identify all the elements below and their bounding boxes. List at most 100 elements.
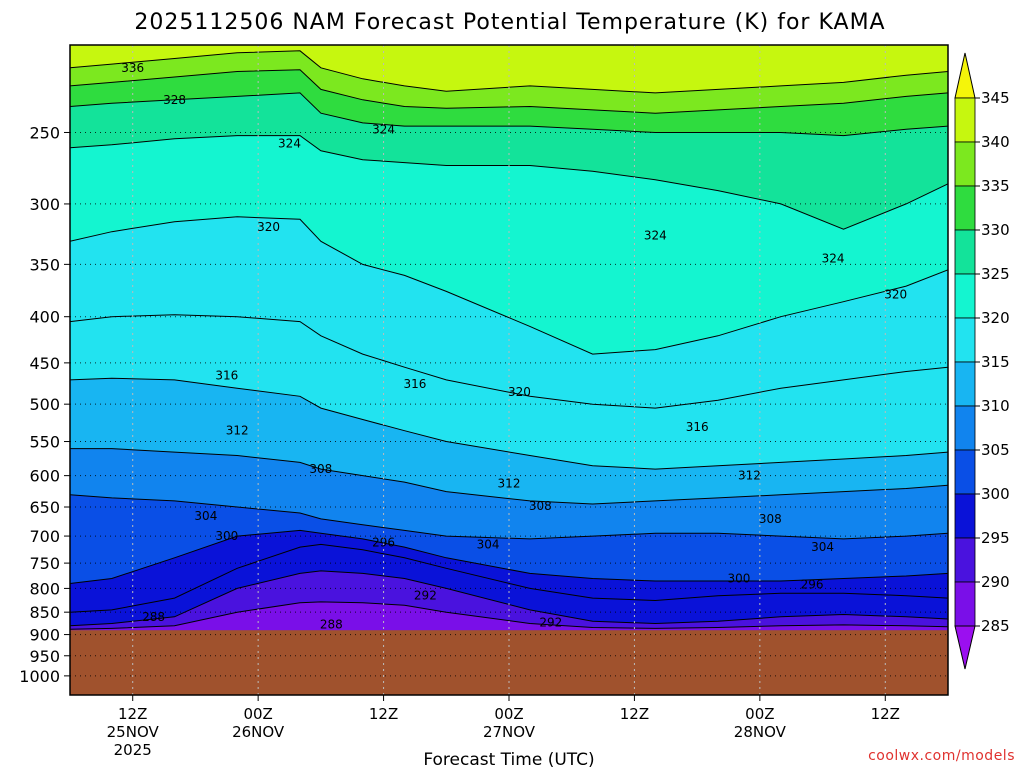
y-axis: 250 300 350 400 450 500 550 600 650 700 750 800 850 9…: [19, 123, 70, 686]
contour-label: 336: [121, 61, 144, 75]
contour-label: 304: [477, 537, 500, 551]
contour-292: [70, 570, 948, 627]
contour-332: [70, 69, 948, 114]
y-tick-label: 600: [29, 467, 60, 486]
colorbar-band-315: [954, 317, 976, 363]
contour-label: 304: [811, 540, 834, 554]
y-tick-label: 800: [29, 579, 60, 598]
colorbar-band-325: [954, 229, 976, 275]
colorbar-band-305: [954, 405, 976, 451]
colorbar-tick-label: 320: [981, 309, 1010, 327]
colorbar-band-290: [954, 537, 976, 583]
contour-316: [70, 314, 948, 409]
contour-label: 324: [822, 252, 845, 266]
colorbar-tick-label: 345: [981, 89, 1010, 107]
contour-320: [70, 216, 948, 355]
colorbar-band-285: [954, 581, 976, 627]
x-tick-label: 12Z: [620, 705, 649, 723]
contour-288: [70, 601, 948, 630]
chart-title: 2025112506 NAM Forecast Potential Temper…: [134, 10, 885, 35]
y-tick-label: 500: [29, 395, 60, 414]
colorbar-tick-label: 315: [981, 353, 1010, 371]
y-tick-label: 900: [29, 626, 60, 645]
x-tick-label: 00Z: [745, 705, 774, 723]
y-tick-label: 400: [29, 308, 60, 327]
x-tick-label: 00Z: [494, 705, 523, 723]
x-tick-date: 25NOV: [107, 723, 160, 741]
contour-label: 300: [727, 571, 750, 585]
contour-308: [70, 448, 948, 505]
plot-area: 336 328 324 324 320 324 324 320 316 316 320 312 316 3…: [70, 45, 948, 695]
colorbar-band-295: [954, 493, 976, 539]
contour-label: 312: [226, 424, 249, 438]
contour-label: 320: [508, 385, 531, 399]
colorbar-tick-label: 335: [981, 177, 1010, 195]
x-tick-label: 12Z: [369, 705, 398, 723]
contour-label: 288: [142, 610, 165, 624]
y-tick-label: 250: [29, 123, 60, 142]
y-tick-label: 850: [29, 603, 60, 622]
contour-label: 324: [372, 122, 395, 136]
contour-label: 292: [414, 589, 437, 603]
contour-label: 308: [529, 499, 552, 513]
x-tick-label: 00Z: [243, 705, 272, 723]
contour-labels: 336 328 324 324 320 324 324 320 316 316 320 312 316 3…: [121, 61, 907, 632]
colorbar-band-300: [954, 449, 976, 495]
contour-304: [70, 494, 948, 540]
contour-lines: [70, 50, 948, 630]
contour-label: 296: [801, 577, 824, 591]
contour-label: 288: [320, 617, 343, 631]
y-tick-label: 1000: [19, 667, 60, 686]
x-tick-date: 28NOV: [734, 723, 787, 741]
x-tick-label: 12Z: [871, 705, 900, 723]
colorbar-tick-label: 325: [981, 265, 1010, 283]
y-tick-label: 350: [29, 255, 60, 274]
y-tick-label: 950: [29, 647, 60, 666]
x-tick-date: 26NOV: [232, 723, 285, 741]
x-tick-date: 27NOV: [483, 723, 536, 741]
colorbar: 345 340 335 330 325 320 315 310 305 300 295 290 285: [954, 52, 1010, 670]
contour-336: [70, 50, 948, 94]
contour-296: [70, 543, 948, 613]
x-axis-label: Forecast Time (UTC): [423, 750, 594, 768]
contour-label: 324: [278, 136, 301, 150]
contour-label: 316: [215, 369, 238, 383]
contour-328: [70, 92, 948, 137]
contour-label: 316: [686, 420, 709, 434]
colorbar-tick-label: 340: [981, 133, 1010, 151]
contour-label: 308: [309, 462, 332, 476]
colorbar-top-arrow: [954, 52, 976, 99]
contour-label: 320: [257, 220, 280, 234]
contour-label: 324: [644, 228, 667, 242]
y-tick-label: 550: [29, 433, 60, 452]
contour-label: 300: [215, 529, 238, 543]
colorbar-tick-label: 305: [981, 441, 1010, 459]
y-tick-label: 700: [29, 527, 60, 546]
contour-label: 304: [194, 509, 217, 523]
colorbar-bottom-arrow: [954, 625, 976, 670]
contour-300: [70, 529, 948, 584]
contour-label: 316: [403, 377, 426, 391]
colorbar-band-335: [954, 141, 976, 187]
contour-312: [70, 377, 948, 470]
contour-label: 296: [372, 536, 395, 550]
colorbar-tick-label: 310: [981, 397, 1010, 415]
contour-label: 320: [884, 288, 907, 302]
contour-label: 312: [498, 476, 521, 490]
colorbar-band-330: [954, 185, 976, 231]
grid-lines: [70, 45, 948, 695]
colorbar-tick-label: 285: [981, 617, 1010, 635]
colorbar-tick-label: 295: [981, 529, 1010, 547]
y-tick-label: 300: [29, 195, 60, 214]
y-tick-label: 650: [29, 498, 60, 517]
colorbar-band-310: [954, 361, 976, 407]
y-tick-label: 750: [29, 554, 60, 573]
x-tick-label: 12Z: [118, 705, 147, 723]
colorbar-band-320: [954, 273, 976, 319]
x-tick-year: 2025: [114, 741, 152, 759]
colorbar-tick-label: 300: [981, 485, 1010, 503]
contour-label: 328: [163, 93, 186, 107]
credit-text: coolwx.com/models: [868, 748, 1015, 764]
